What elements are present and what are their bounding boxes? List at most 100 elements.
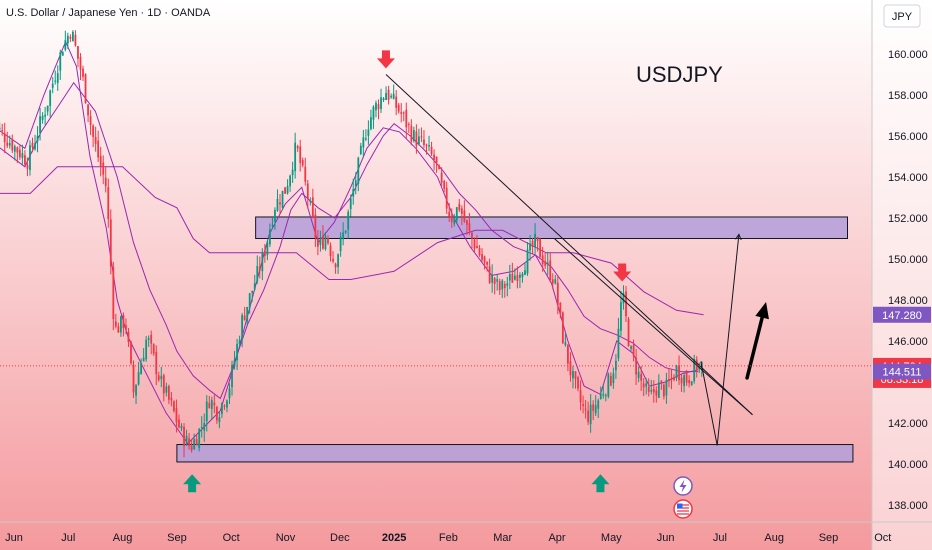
candle-body (443, 180, 446, 189)
support-resistance-zone[interactable] (176, 444, 854, 463)
candle-body (544, 261, 547, 266)
candle-body (450, 216, 453, 222)
candle-body (564, 342, 567, 346)
y-tick-label: 150.000 (888, 254, 928, 266)
candle-body (678, 365, 680, 381)
plot-area[interactable] (0, 30, 872, 493)
candle-body (645, 383, 648, 387)
candle-body (620, 302, 622, 331)
us-flag-event-icon[interactable] (673, 499, 693, 519)
trendline[interactable] (385, 74, 753, 416)
candle-body (534, 233, 536, 248)
candle-body (246, 306, 249, 322)
candle-body (147, 338, 150, 340)
candle-body (445, 187, 448, 209)
candle-body (541, 255, 544, 265)
candle-body (486, 261, 489, 265)
candle-body (496, 279, 499, 282)
candle-body (536, 237, 539, 241)
trendline[interactable] (553, 238, 753, 416)
projection-path[interactable] (700, 234, 740, 446)
candle-body (418, 136, 420, 145)
candle-body (87, 104, 89, 116)
candle-body (135, 384, 137, 396)
candle-body (569, 361, 572, 376)
candle-body (339, 236, 342, 252)
candle-body (501, 280, 504, 290)
candle-body (66, 35, 69, 44)
candle-body (203, 423, 206, 431)
bullish-arrow-shaft[interactable] (745, 315, 764, 380)
candle-body (448, 211, 451, 217)
currency-button[interactable]: JPY (883, 4, 921, 28)
bearish-signal-arrow (613, 263, 632, 282)
candle-body (430, 146, 433, 155)
candle-body (498, 281, 501, 291)
candle-body (599, 393, 602, 399)
price-axis-background (872, 0, 932, 550)
event-icons[interactable] (673, 476, 693, 519)
candle-body (397, 104, 400, 112)
candle-body (165, 386, 168, 393)
x-tick-label: Oct (223, 532, 240, 544)
projection-arrowhead (735, 233, 742, 241)
candle-body (16, 147, 19, 153)
candle-body (622, 293, 625, 304)
candle-body (607, 373, 610, 397)
candle-body (311, 197, 314, 216)
candle-body (690, 381, 693, 386)
candle-body (415, 131, 418, 146)
candle-body (104, 177, 107, 187)
candle-body (130, 341, 132, 364)
candle-body (11, 139, 14, 151)
candle-body (650, 389, 653, 392)
x-tick-label: Nov (276, 532, 296, 544)
candle-body (460, 208, 463, 214)
candle-body (400, 112, 403, 114)
candle-body (122, 315, 125, 329)
time-axis-ticks[interactable]: Jun Jul Aug Sep Oct Nov Dec 2025 Feb Mar Apr May Jun… (5, 532, 891, 544)
bullish-arrow-head (755, 302, 769, 320)
y-tick-label: 154.000 (888, 172, 928, 184)
y-tick-label: 140.000 (888, 459, 928, 471)
candle-body (685, 372, 688, 383)
candle-body (248, 293, 251, 309)
candle-body (473, 239, 476, 249)
candle-body (420, 136, 423, 138)
candle-body (551, 279, 554, 284)
candle-body (185, 435, 188, 446)
candle-body (304, 166, 307, 182)
candle-body (276, 198, 279, 211)
candle-body (56, 73, 59, 84)
y-tick-label: 156.000 (888, 131, 928, 143)
candle-body (521, 273, 524, 277)
candle-body (8, 143, 11, 146)
candle-body (660, 380, 663, 383)
candle-body (632, 345, 635, 356)
candle-body (508, 273, 511, 281)
candle-body (13, 146, 16, 152)
y-tick-label: 148.000 (888, 295, 928, 307)
candle-body (604, 395, 607, 397)
candle-body (423, 139, 425, 146)
y-tick-label: 152.000 (888, 213, 928, 225)
candle-body (370, 117, 372, 130)
candle-body (344, 230, 347, 233)
candle-body (173, 401, 175, 412)
candle-body (6, 142, 9, 146)
candle-body (79, 56, 82, 70)
candle-body (34, 143, 36, 150)
candle-body (407, 124, 410, 126)
candle-body (372, 106, 375, 120)
candle-body (210, 400, 213, 409)
candle-body (31, 142, 34, 148)
ichimoku-line (0, 81, 699, 400)
ichimoku-price-badge (873, 306, 931, 323)
lightning-event-icon[interactable] (673, 476, 693, 496)
candle-body (524, 270, 526, 275)
candle-body (44, 114, 47, 117)
candle-body (347, 211, 350, 230)
candle-body (342, 232, 345, 240)
candle-body (77, 46, 79, 59)
